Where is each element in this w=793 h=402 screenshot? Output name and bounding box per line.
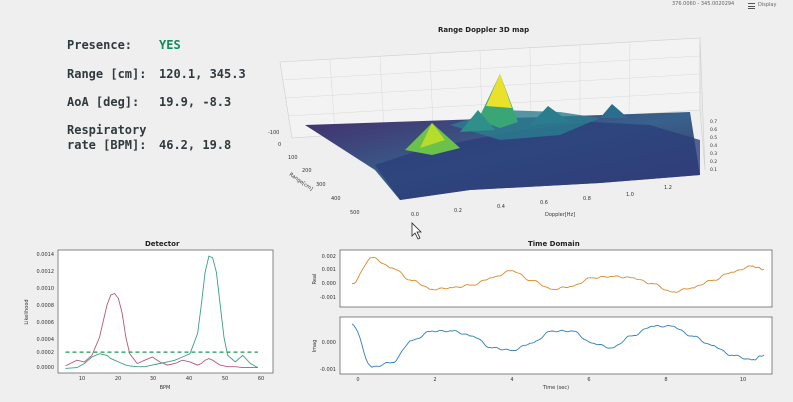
imag-y-tick: 0.000 xyxy=(322,340,336,346)
detector-y-label: Likelihood xyxy=(24,299,30,324)
detector-y-tick: 0.0004 xyxy=(37,337,55,343)
range-label: Range [cm]: xyxy=(67,67,147,81)
presence-value: YES xyxy=(159,38,181,52)
map-peaks xyxy=(405,74,628,155)
detector-title: Detector xyxy=(145,240,180,248)
detector-y-tick: 0.0012 xyxy=(37,269,55,275)
detector-y-tick: 0.0010 xyxy=(37,286,55,292)
map-doppler-ticks: 0.0 0.2 0.4 0.6 0.8 1.0 1.2 xyxy=(411,185,672,218)
time-x-tick: 10 xyxy=(740,377,746,383)
imag-plot-frame xyxy=(339,316,773,375)
time-x-tick: 2 xyxy=(433,377,436,383)
detector-y-tick: 0.0006 xyxy=(37,320,55,326)
z-tick-2: 0.5 xyxy=(710,135,717,141)
detector-y-tick: 0.0008 xyxy=(37,303,55,309)
map-z-ticks: 0.7 0.6 0.5 0.4 0.3 0.2 0.1 xyxy=(710,119,717,173)
doppler-tick-6: 1.2 xyxy=(664,185,672,191)
respiratory-label-line2: rate [BPM]: xyxy=(67,138,147,152)
z-tick-4: 0.3 xyxy=(710,151,717,157)
time-x-tick: 0 xyxy=(356,377,359,383)
detector-x-tick: 20 xyxy=(115,376,121,382)
time-domain-title: Time Domain xyxy=(528,240,580,248)
real-y-label: Real xyxy=(312,274,318,285)
time-x-tick: 6 xyxy=(587,377,590,383)
real-plot-frame xyxy=(339,249,773,308)
display-menu-label[interactable]: Display xyxy=(758,2,777,8)
map-doppler-label: Doppler[Hz] xyxy=(545,212,575,218)
range-doppler-title: Range Doppler 3D map xyxy=(438,26,530,34)
map-grid-lines xyxy=(281,41,701,134)
z-tick-6: 0.1 xyxy=(710,167,717,173)
map-surface-ridge xyxy=(375,122,700,200)
doppler-tick-0: 0.0 xyxy=(411,212,419,218)
real-y-tick: -0.001 xyxy=(320,295,336,301)
detector-series-red-line xyxy=(65,292,258,369)
top-bar: 376.0060 - 345.0020294 Display xyxy=(0,0,793,10)
detector-x-tick: 10 xyxy=(79,376,85,382)
respiratory-value: 46.2, 19.8 xyxy=(159,138,232,152)
mouse-cursor-icon xyxy=(411,222,422,240)
range-tick-1: 0 xyxy=(278,142,281,148)
real-y-tick: 0.000 xyxy=(322,281,336,287)
range-tick-3: 200 xyxy=(302,168,312,174)
presence-row: Presence: YES xyxy=(67,38,181,52)
range-value: 120.1, 345.3 xyxy=(159,67,246,81)
doppler-tick-2: 0.4 xyxy=(497,204,505,210)
aoa-label: AoA [deg]: xyxy=(67,95,140,109)
presence-label: Presence: xyxy=(67,38,133,52)
real-y-tick: 0.002 xyxy=(322,254,336,260)
z-tick-0: 0.7 xyxy=(710,119,717,125)
real-trace-line xyxy=(351,256,765,293)
aoa-value: 19.9, -8.3 xyxy=(159,95,232,109)
range-tick-5: 400 xyxy=(331,196,341,202)
respiratory-label-line1: Respiratory xyxy=(67,123,147,137)
hamburger-menu-icon[interactable] xyxy=(748,3,755,9)
range-row: Range [cm]: 120.1, 345.3 xyxy=(67,67,246,81)
doppler-tick-3: 0.6 xyxy=(540,200,548,206)
detector-y-tick: 0.0002 xyxy=(37,350,55,356)
time-x-tick: 8 xyxy=(664,377,667,383)
detector-series-green-line xyxy=(65,255,259,369)
detector-x-tick: 40 xyxy=(186,376,192,382)
detector-x-tick: 50 xyxy=(222,376,228,382)
imag-trace-line xyxy=(351,323,765,368)
doppler-tick-1: 0.2 xyxy=(454,208,462,214)
doppler-tick-5: 1.0 xyxy=(626,192,634,198)
z-tick-5: 0.2 xyxy=(710,159,717,165)
real-y-tick: 0.001 xyxy=(322,267,336,273)
z-tick-3: 0.4 xyxy=(710,143,717,149)
imag-y-tick: -0.001 xyxy=(320,367,336,373)
detector-y-tick: 0.0000 xyxy=(37,365,55,371)
range-tick-6: 500 xyxy=(350,210,360,216)
aoa-row: AoA [deg]: 19.9, -8.3 xyxy=(67,95,231,109)
detector-y-tick: 0.0014 xyxy=(37,252,55,258)
time-x-tick: 4 xyxy=(510,377,513,383)
range-tick-0: -100 xyxy=(268,130,279,136)
z-tick-1: 0.6 xyxy=(710,127,717,133)
map-range-ticks: -100 0 100 200 300 400 500 xyxy=(268,130,360,216)
respiratory-row: Respiratory rate [BPM]: 46.2, 19.8 xyxy=(67,123,231,153)
time-x-label: Time (sec) xyxy=(542,385,569,391)
detector-x-tick: 30 xyxy=(150,376,156,382)
top-status-text: 376.0060 - 345.0020294 xyxy=(672,1,735,7)
imag-y-label: Imag xyxy=(312,340,318,353)
range-tick-4: 300 xyxy=(316,182,326,188)
detector-x-label: BPM xyxy=(160,385,171,391)
detector-x-tick: 60 xyxy=(258,376,264,382)
range-tick-2: 100 xyxy=(288,155,298,161)
doppler-tick-4: 0.8 xyxy=(583,196,591,202)
